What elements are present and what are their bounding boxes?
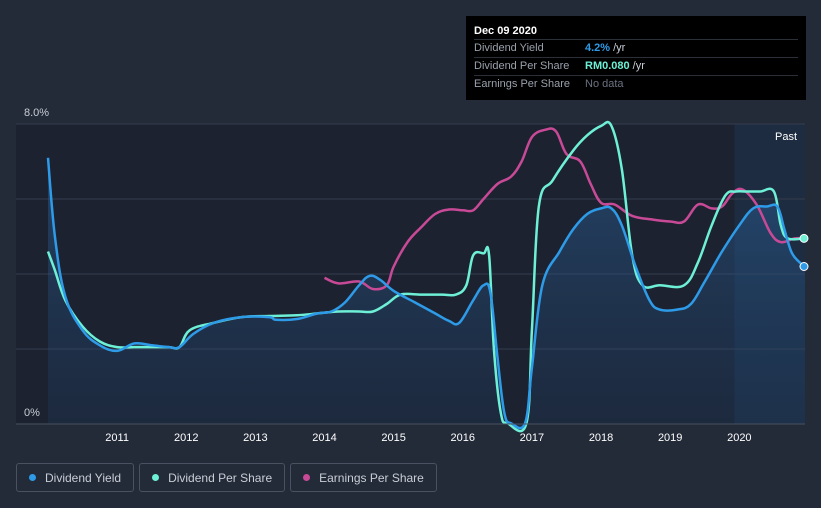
- x-tick-label: 2015: [381, 432, 405, 444]
- legend: Dividend Yield Dividend Per Share Earnin…: [16, 463, 437, 492]
- tooltip-row-dividend-per-share: Dividend Per Share RM0.080 /yr: [474, 57, 798, 75]
- x-tick-label: 2012: [174, 432, 198, 444]
- tooltip-label: Dividend Per Share: [474, 60, 570, 72]
- dividend-per-share-dot-icon: [152, 474, 160, 481]
- dividend-per-share-end-marker: [799, 233, 809, 243]
- earnings-per-share-line: [323, 127, 806, 291]
- legend-item-dividend-per-share[interactable]: Dividend Per Share: [139, 463, 286, 492]
- tooltip: Dec 09 2020 Dividend Yield 4.2% /yr Divi…: [466, 16, 806, 100]
- tooltip-value: No data: [585, 78, 624, 90]
- x-tick-label: 2020: [727, 432, 751, 444]
- legend-label: Dividend Per Share: [168, 470, 273, 485]
- tooltip-value: 4.2%: [585, 42, 611, 54]
- tooltip-unit: /yr: [632, 60, 645, 72]
- earnings-per-share-dot-icon: [303, 474, 311, 481]
- x-tick-label: 2017: [520, 432, 544, 444]
- tooltip-unit: /yr: [613, 42, 626, 54]
- x-tick-label: 2019: [658, 432, 682, 444]
- legend-item-earnings-per-share[interactable]: Earnings Per Share: [290, 463, 437, 492]
- tooltip-date: Dec 09 2020: [474, 25, 537, 37]
- tooltip-label: Earnings Per Share: [474, 78, 570, 90]
- y-label-bottom: 0%: [24, 407, 40, 419]
- dividend-yield-dot-icon: [29, 474, 36, 481]
- legend-item-dividend-yield[interactable]: Dividend Yield: [16, 463, 135, 492]
- x-tick-label: 2014: [312, 432, 336, 444]
- x-tick-label: 2011: [105, 432, 129, 444]
- tooltip-row-dividend-yield: Dividend Yield 4.2% /yr: [474, 39, 798, 57]
- legend-label: Dividend Yield: [45, 470, 122, 485]
- legend-label: Earnings Per Share: [319, 470, 424, 485]
- dividend-yield-end-marker: [799, 262, 809, 271]
- dividend-yield-line: [46, 157, 806, 430]
- past-label: Past: [775, 131, 797, 143]
- y-label-top: 8.0%: [24, 107, 49, 119]
- x-axis-ticks: 2011 2012 2013 2014 2015 2016 2017 2018 2019 2020: [105, 432, 751, 444]
- tooltip-row-earnings-per-share: Earnings Per Share No data: [474, 75, 798, 93]
- x-tick-label: 2013: [243, 432, 267, 444]
- x-tick-label: 2018: [589, 432, 613, 444]
- x-tick-label: 2016: [451, 432, 475, 444]
- tooltip-label: Dividend Yield: [474, 42, 544, 54]
- dividend-yield-area: [48, 157, 805, 429]
- tooltip-value: RM0.080: [585, 60, 630, 72]
